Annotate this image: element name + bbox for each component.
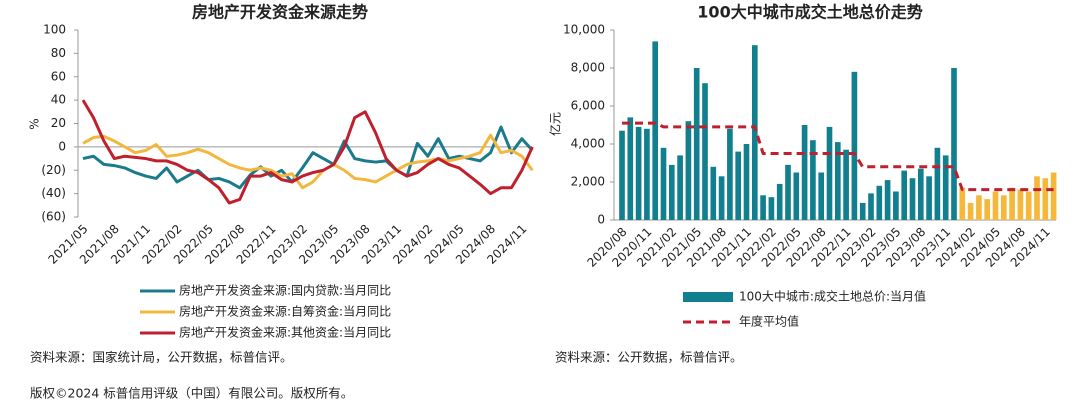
legend-label: 100大中城市:成交土地总价:当月值	[739, 289, 926, 304]
bar	[776, 183, 783, 220]
series-line	[82, 133, 534, 190]
bar	[1000, 195, 1007, 220]
bar	[1050, 172, 1057, 220]
bar	[718, 176, 725, 220]
bar	[768, 197, 775, 220]
bar	[934, 147, 941, 220]
y-tick-label: (20)	[41, 163, 66, 177]
bar	[743, 144, 750, 220]
bar	[810, 140, 816, 220]
y-axis-label: 亿元	[548, 112, 563, 136]
bar	[843, 149, 849, 220]
bar	[644, 128, 650, 220]
y-tick-label: 4,000	[571, 137, 605, 151]
bar	[818, 172, 825, 220]
y-tick-label: (40)	[41, 186, 66, 200]
y-tick-label: 0	[58, 139, 66, 153]
bar	[1034, 176, 1040, 220]
bar	[893, 191, 899, 220]
legend-label: 年度平均值	[739, 314, 799, 329]
bar	[735, 151, 742, 220]
bar	[693, 68, 700, 220]
bar	[801, 125, 808, 220]
y-tick-label: 40	[51, 93, 66, 107]
bar	[851, 71, 858, 220]
bar	[926, 176, 932, 220]
y-tick-label: 20	[51, 116, 66, 130]
y-tick-label: 6,000	[571, 99, 605, 113]
bar	[917, 168, 924, 220]
chart-title: 房地产开发资金来源走势	[192, 3, 368, 22]
bar	[834, 142, 841, 220]
bar	[868, 193, 874, 220]
series-line	[81, 99, 534, 205]
bar	[876, 185, 883, 220]
y-tick-label: 100	[43, 23, 66, 37]
bar	[710, 166, 717, 220]
bar	[652, 41, 659, 221]
legend-label: 房地产开发资金来源:国内贷款:当月同比	[179, 283, 391, 298]
bar	[727, 128, 733, 220]
bar	[984, 199, 991, 220]
bar	[1017, 189, 1024, 220]
bar	[1025, 191, 1032, 220]
chart-title: 100大中城市成交土地总价走势	[697, 3, 922, 22]
bar	[793, 172, 800, 220]
y-tick-label: 8,000	[571, 61, 605, 75]
bar	[951, 68, 957, 220]
bar	[751, 45, 758, 221]
bar	[959, 187, 966, 220]
bar	[826, 126, 833, 220]
bar	[901, 170, 908, 220]
bar	[685, 121, 692, 220]
bar	[760, 195, 766, 220]
y-tick-label: 10,000	[563, 23, 605, 37]
legend-label: 房地产开发资金来源:自筹资金:当月同比	[179, 304, 391, 319]
bar	[992, 191, 999, 220]
y-tick-label: 0	[597, 213, 605, 227]
footer: 版权©2024 标普信用评级（中国）有限公司。版权所有。	[30, 386, 353, 401]
bar	[619, 130, 625, 220]
bar	[884, 180, 891, 220]
bar	[859, 202, 866, 220]
bar	[1009, 187, 1015, 220]
bar	[967, 202, 974, 220]
y-tick-label: (60)	[41, 210, 66, 224]
bar	[702, 83, 708, 220]
bar	[976, 195, 982, 220]
y-tick-label: 60	[51, 69, 66, 83]
legend-label: 房地产开发资金来源:其他资金:当月同比	[179, 325, 391, 340]
bar	[677, 155, 683, 220]
bar	[660, 147, 667, 220]
bar	[942, 155, 949, 220]
bar	[668, 164, 675, 220]
series-line	[622, 121, 1054, 192]
bar	[635, 126, 642, 220]
bar	[785, 164, 791, 220]
series-line	[82, 125, 534, 190]
source-note: 资料来源：国家统计局，公开数据，标普信评。	[30, 350, 293, 365]
bar	[1042, 178, 1049, 220]
bar	[627, 117, 634, 220]
bar	[909, 178, 916, 220]
y-axis-label: %	[28, 118, 42, 129]
legend-swatch	[683, 292, 733, 302]
y-tick-label: 2,000	[571, 175, 605, 189]
source-note: 资料来源：公开数据，标普信评。	[555, 350, 743, 365]
y-tick-label: 80	[51, 46, 66, 60]
